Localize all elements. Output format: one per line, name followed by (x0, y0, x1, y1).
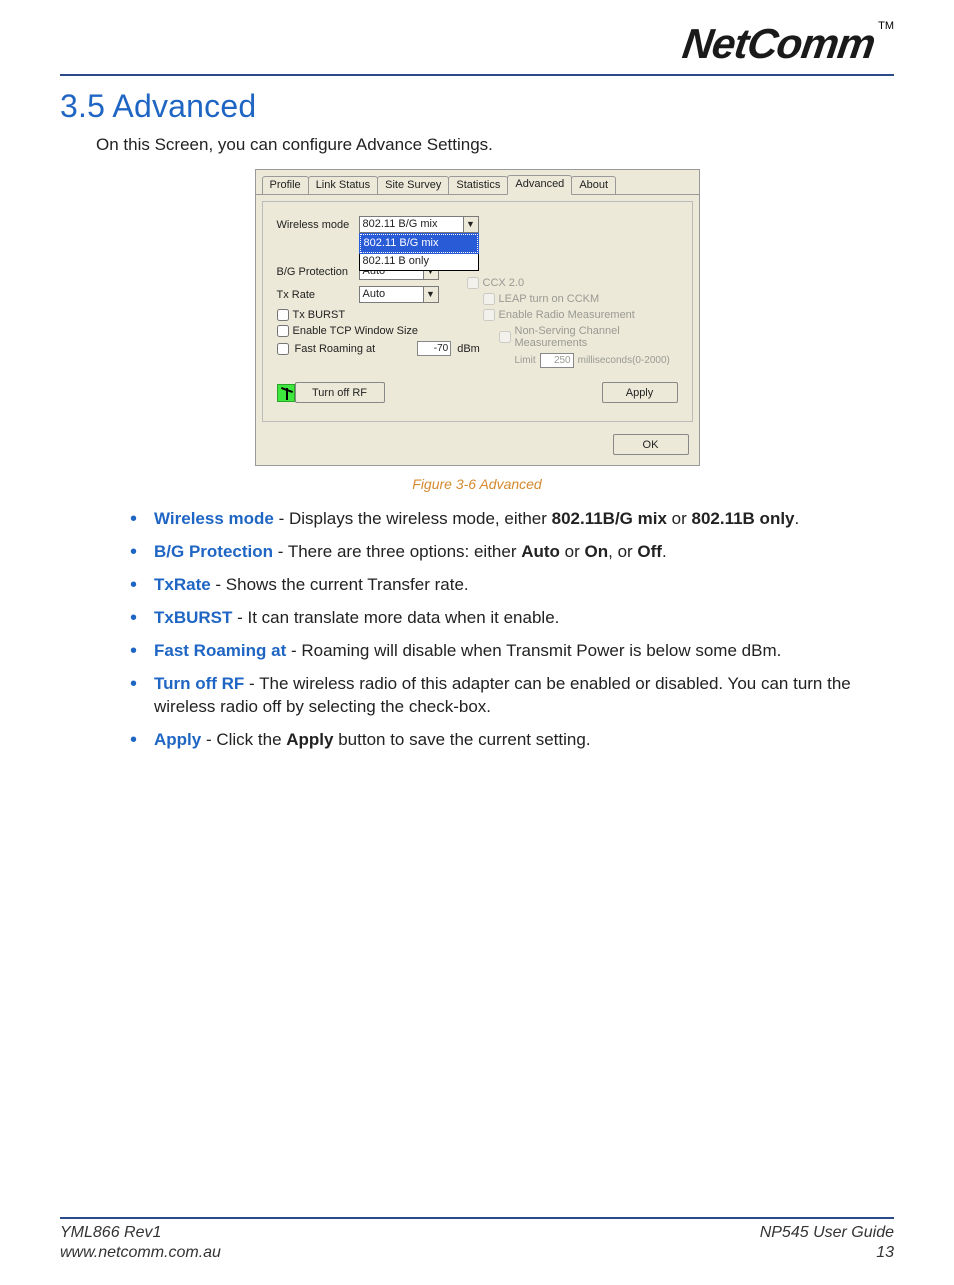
tab-site-survey[interactable]: Site Survey (377, 176, 449, 194)
list-item: TxRate - Shows the current Transfer rate… (130, 574, 854, 597)
list-item: B/G Protection - There are three options… (130, 541, 854, 564)
limit-value: 250 (540, 353, 574, 368)
tcp-window-checkbox[interactable] (277, 325, 289, 337)
section-name: Advanced (112, 88, 256, 124)
wireless-mode-value: 802.11 B/G mix (363, 218, 438, 230)
bold: 802.11B/G mix (552, 509, 667, 528)
non-serving-checkbox (499, 331, 511, 343)
list-item: Turn off RF - The wireless radio of this… (130, 673, 854, 719)
bold: 802.11B only (692, 509, 795, 528)
wireless-mode-select[interactable]: 802.11 B/G mix ▼ 802.11 B/G mix 802.11 B… (359, 216, 479, 233)
description-list: Wireless mode - Displays the wireless mo… (130, 508, 894, 752)
tx-rate-select[interactable]: Auto ▼ (359, 286, 439, 303)
limit-unit: milliseconds(0-2000) (578, 355, 670, 366)
wireless-mode-label: Wireless mode (277, 219, 359, 231)
tx-rate-value: Auto (363, 288, 386, 300)
wireless-mode-dropdown: 802.11 B/G mix 802.11 B only (359, 233, 479, 271)
ok-button[interactable]: OK (613, 434, 689, 455)
bg-protection-label: B/G Protection (277, 266, 359, 278)
ccx-label: CCX 2.0 (483, 277, 525, 289)
dialog-panel: Wireless mode 802.11 B/G mix ▼ 802.11 B/… (262, 201, 693, 422)
text: or (560, 542, 585, 561)
fast-roaming-label: Fast Roaming at (295, 343, 376, 355)
section-number: 3.5 (60, 88, 105, 124)
text: - It can translate more data when it ena… (232, 608, 559, 627)
footer-rule (60, 1217, 894, 1219)
radio-meas-label: Enable Radio Measurement (499, 309, 635, 321)
footer-page-number: 13 (760, 1243, 894, 1263)
list-item: Apply - Click the Apply button to save t… (130, 729, 854, 752)
section-intro: On this Screen, you can configure Advanc… (96, 135, 894, 155)
text: - Click the (201, 730, 286, 749)
footer-doc-rev: YML866 Rev1 (60, 1223, 221, 1243)
non-serving-label: Non-Serving Channel Measurements (515, 325, 692, 349)
wireless-mode-option[interactable]: 802.11 B/G mix (360, 234, 478, 253)
bold: Off (637, 542, 662, 561)
leap-label: LEAP turn on CCKM (499, 293, 600, 305)
term: Fast Roaming at (154, 641, 286, 660)
text: , or (608, 542, 637, 561)
apply-button[interactable]: Apply (602, 382, 678, 403)
fast-roaming-value[interactable]: -70 (417, 341, 451, 356)
tab-profile[interactable]: Profile (262, 176, 309, 194)
bold: Apply (286, 730, 333, 749)
fast-roaming-checkbox[interactable] (277, 343, 289, 355)
page-footer: YML866 Rev1 www.netcomm.com.au NP545 Use… (60, 1209, 894, 1263)
trademark: TM (878, 20, 894, 32)
list-item: TxBURST - It can translate more data whe… (130, 607, 854, 630)
term: TxBURST (154, 608, 232, 627)
text: - Roaming will disable when Transmit Pow… (286, 641, 781, 660)
tcp-window-label: Enable TCP Window Size (293, 325, 419, 337)
limit-label: Limit (515, 355, 536, 366)
footer-guide-title: NP545 User Guide (760, 1223, 894, 1243)
text: button to save the current setting. (334, 730, 591, 749)
rf-antenna-icon (277, 384, 295, 402)
tx-burst-checkbox[interactable] (277, 309, 289, 321)
turn-off-rf-button[interactable]: Turn off RF (295, 382, 385, 403)
term: TxRate (154, 575, 211, 594)
ccx-group: CCX 2.0 LEAP turn on CCKM Enable Radio M… (467, 273, 692, 368)
bold: On (585, 542, 609, 561)
chevron-down-icon: ▼ (423, 287, 438, 302)
text: - Shows the current Transfer rate. (211, 575, 469, 594)
tx-rate-label: Tx Rate (277, 289, 359, 301)
term: Apply (154, 730, 201, 749)
term: Wireless mode (154, 509, 274, 528)
tab-statistics[interactable]: Statistics (448, 176, 508, 194)
text: - There are three options: either (273, 542, 521, 561)
advanced-dialog: Profile Link Status Site Survey Statisti… (255, 169, 700, 466)
list-item: Fast Roaming at - Roaming will disable w… (130, 640, 854, 663)
leap-checkbox (483, 293, 495, 305)
figure-caption: Figure 3-6 Advanced (60, 476, 894, 492)
tab-advanced[interactable]: Advanced (507, 175, 572, 195)
ccx-checkbox (467, 277, 479, 289)
bold: Auto (521, 542, 560, 561)
text: - Displays the wireless mode, either (274, 509, 552, 528)
section-title: 3.5 Advanced (60, 88, 894, 125)
tx-burst-label: Tx BURST (293, 309, 346, 321)
term: B/G Protection (154, 542, 273, 561)
header-rule (60, 74, 894, 76)
text: - The wireless radio of this adapter can… (154, 674, 851, 716)
brand-logo: NetComm (679, 20, 877, 68)
wireless-mode-option[interactable]: 802.11 B only (360, 253, 478, 270)
footer-url: www.netcomm.com.au (60, 1243, 221, 1263)
tab-about[interactable]: About (571, 176, 616, 194)
chevron-down-icon: ▼ (463, 217, 478, 232)
dialog-tabs: Profile Link Status Site Survey Statisti… (256, 170, 699, 195)
text: . (662, 542, 667, 561)
radio-meas-checkbox (483, 309, 495, 321)
text: . (795, 509, 800, 528)
term: Turn off RF (154, 674, 244, 693)
header-logo-row: NetCommTM (60, 20, 894, 68)
text: or (667, 509, 692, 528)
tab-link-status[interactable]: Link Status (308, 176, 378, 194)
list-item: Wireless mode - Displays the wireless mo… (130, 508, 854, 531)
